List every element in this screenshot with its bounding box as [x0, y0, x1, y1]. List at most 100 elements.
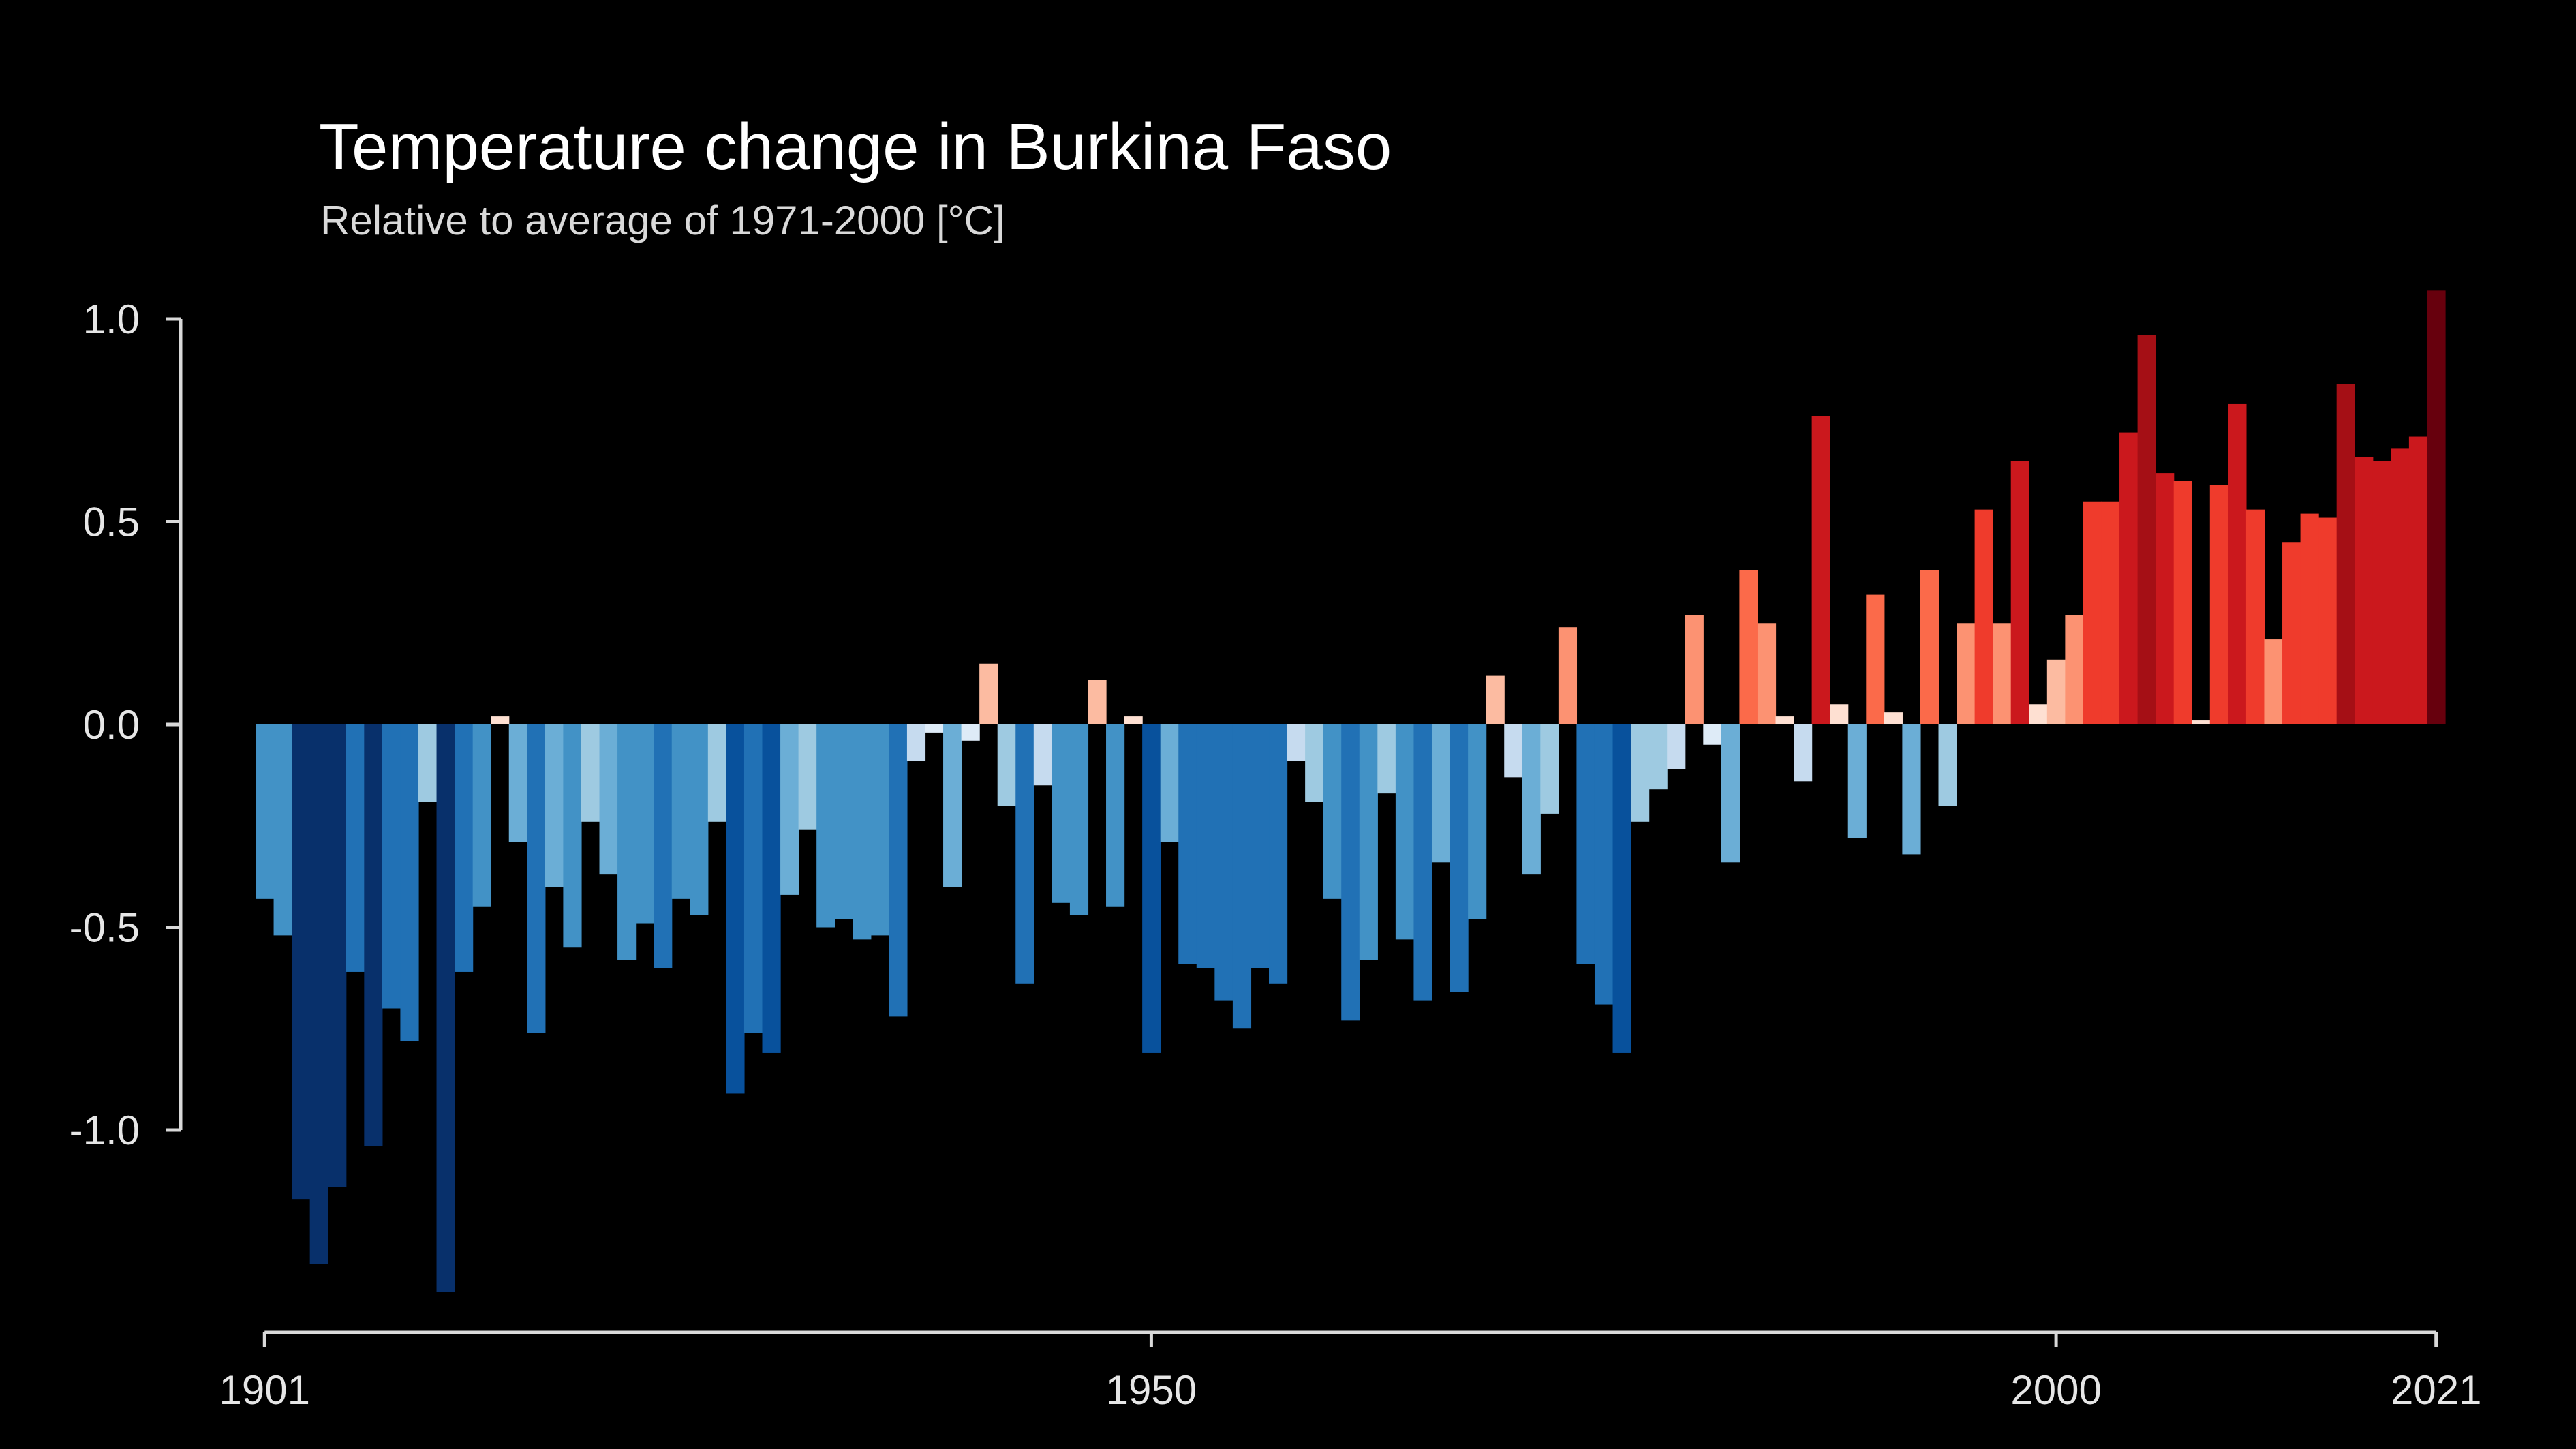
bar-1931 [798, 724, 817, 830]
bar-1940 [961, 724, 980, 741]
bar-1982 [1721, 724, 1740, 863]
bar-1993 [1920, 570, 1939, 724]
bar-1917 [545, 724, 564, 887]
bar-1954 [1214, 724, 1233, 1001]
bar-1928 [743, 724, 763, 1033]
y-tick-label: -1.0 [70, 1108, 140, 1153]
bar-2016 [2336, 384, 2355, 724]
bar-1988 [1830, 704, 1849, 724]
bar-2002 [2083, 501, 2102, 724]
x-tick-label: 2021 [2391, 1367, 2481, 1413]
bar-1975 [1594, 724, 1614, 1005]
x-tick-label: 2000 [2010, 1367, 2101, 1413]
bar-1942 [997, 724, 1016, 806]
bar-1994 [1938, 724, 1957, 806]
bar-2017 [2355, 457, 2374, 724]
bar-1924 [671, 724, 690, 899]
bar-1969 [1486, 675, 1505, 724]
y-tick-label: 1.0 [83, 296, 140, 342]
bar-1920 [599, 724, 618, 875]
bar-2003 [2101, 501, 2120, 724]
bar-1921 [617, 724, 637, 960]
bar-1971 [1522, 724, 1541, 875]
bar-1979 [1667, 724, 1686, 769]
bar-1943 [1015, 724, 1034, 984]
bar-2001 [2065, 615, 2084, 724]
bar-1947 [1088, 680, 1107, 724]
bar-1944 [1033, 724, 1052, 786]
bar-1957 [1269, 724, 1288, 984]
bar-1949 [1124, 716, 1143, 724]
bar-2006 [2156, 473, 2175, 724]
bar-2000 [2046, 659, 2066, 724]
bar-1997 [1993, 623, 2012, 724]
bar-1938 [925, 724, 944, 733]
bar-1996 [1974, 509, 1993, 724]
bar-1968 [1468, 724, 1487, 919]
bar-2020 [2408, 436, 2428, 724]
bar-1974 [1576, 724, 1595, 964]
bar-1984 [1757, 623, 1777, 724]
bar-1986 [1794, 724, 1813, 782]
bar-1925 [690, 724, 709, 915]
bar-1934 [853, 724, 872, 940]
bar-1905 [328, 724, 347, 1187]
bar-1918 [563, 724, 582, 948]
chart-title: Temperature change in Burkina Faso [319, 110, 1392, 183]
bar-2010 [2228, 403, 2247, 724]
bar-1990 [1866, 594, 1885, 724]
bar-1961 [1341, 724, 1360, 1021]
x-tick-label: 1901 [219, 1367, 310, 1413]
bar-1945 [1052, 724, 1071, 903]
bar-1958 [1287, 724, 1306, 761]
bar-1965 [1413, 724, 1432, 1001]
bar-1937 [906, 724, 926, 761]
bar-1927 [726, 724, 745, 1094]
bar-1951 [1160, 724, 1179, 842]
bar-1976 [1612, 724, 1631, 1053]
y-axis: 1.0 0.5 0.0 -0.5 -1.0 [70, 296, 183, 1153]
bar-1959 [1305, 724, 1324, 802]
bar-1963 [1377, 724, 1396, 794]
bar-1999 [2029, 704, 2048, 724]
bar-1939 [943, 724, 962, 887]
bar-1995 [1957, 623, 1976, 724]
bar-1977 [1631, 724, 1650, 822]
bar-2019 [2391, 448, 2410, 724]
bar-1930 [780, 724, 799, 895]
bar-1922 [635, 724, 654, 924]
bar-2015 [2318, 517, 2337, 724]
bar-1980 [1685, 615, 1704, 724]
bar-1906 [346, 724, 365, 972]
chart-subtitle: Relative to average of 1971-2000 [°C] [320, 198, 1005, 243]
bar-2008 [2192, 720, 2211, 724]
bar-1966 [1431, 724, 1451, 863]
bar-1972 [1540, 724, 1559, 814]
bar-1908 [382, 724, 401, 1009]
bar-1950 [1142, 724, 1161, 1053]
bar-1970 [1504, 724, 1523, 778]
bar-1910 [418, 724, 438, 802]
bar-1948 [1106, 724, 1125, 907]
y-tick-label: 0.0 [83, 702, 140, 748]
bar-2009 [2209, 485, 2228, 724]
bar-1913 [472, 724, 491, 907]
bar-2011 [2245, 509, 2265, 724]
bar-1923 [654, 724, 673, 968]
bar-1901 [256, 724, 275, 899]
bar-1956 [1251, 724, 1270, 968]
bar-2005 [2137, 335, 2156, 724]
bar-1936 [889, 724, 908, 1017]
bar-1960 [1323, 724, 1342, 899]
bar-2012 [2264, 639, 2283, 724]
bar-1992 [1902, 724, 1921, 855]
bar-1953 [1196, 724, 1215, 968]
bar-1914 [491, 716, 510, 724]
bar-1998 [2010, 461, 2029, 724]
x-tick-label: 1950 [1106, 1367, 1197, 1413]
bar-1911 [436, 724, 455, 1292]
bar-1935 [870, 724, 889, 936]
bar-2013 [2282, 542, 2301, 724]
bar-series [256, 290, 2446, 1292]
